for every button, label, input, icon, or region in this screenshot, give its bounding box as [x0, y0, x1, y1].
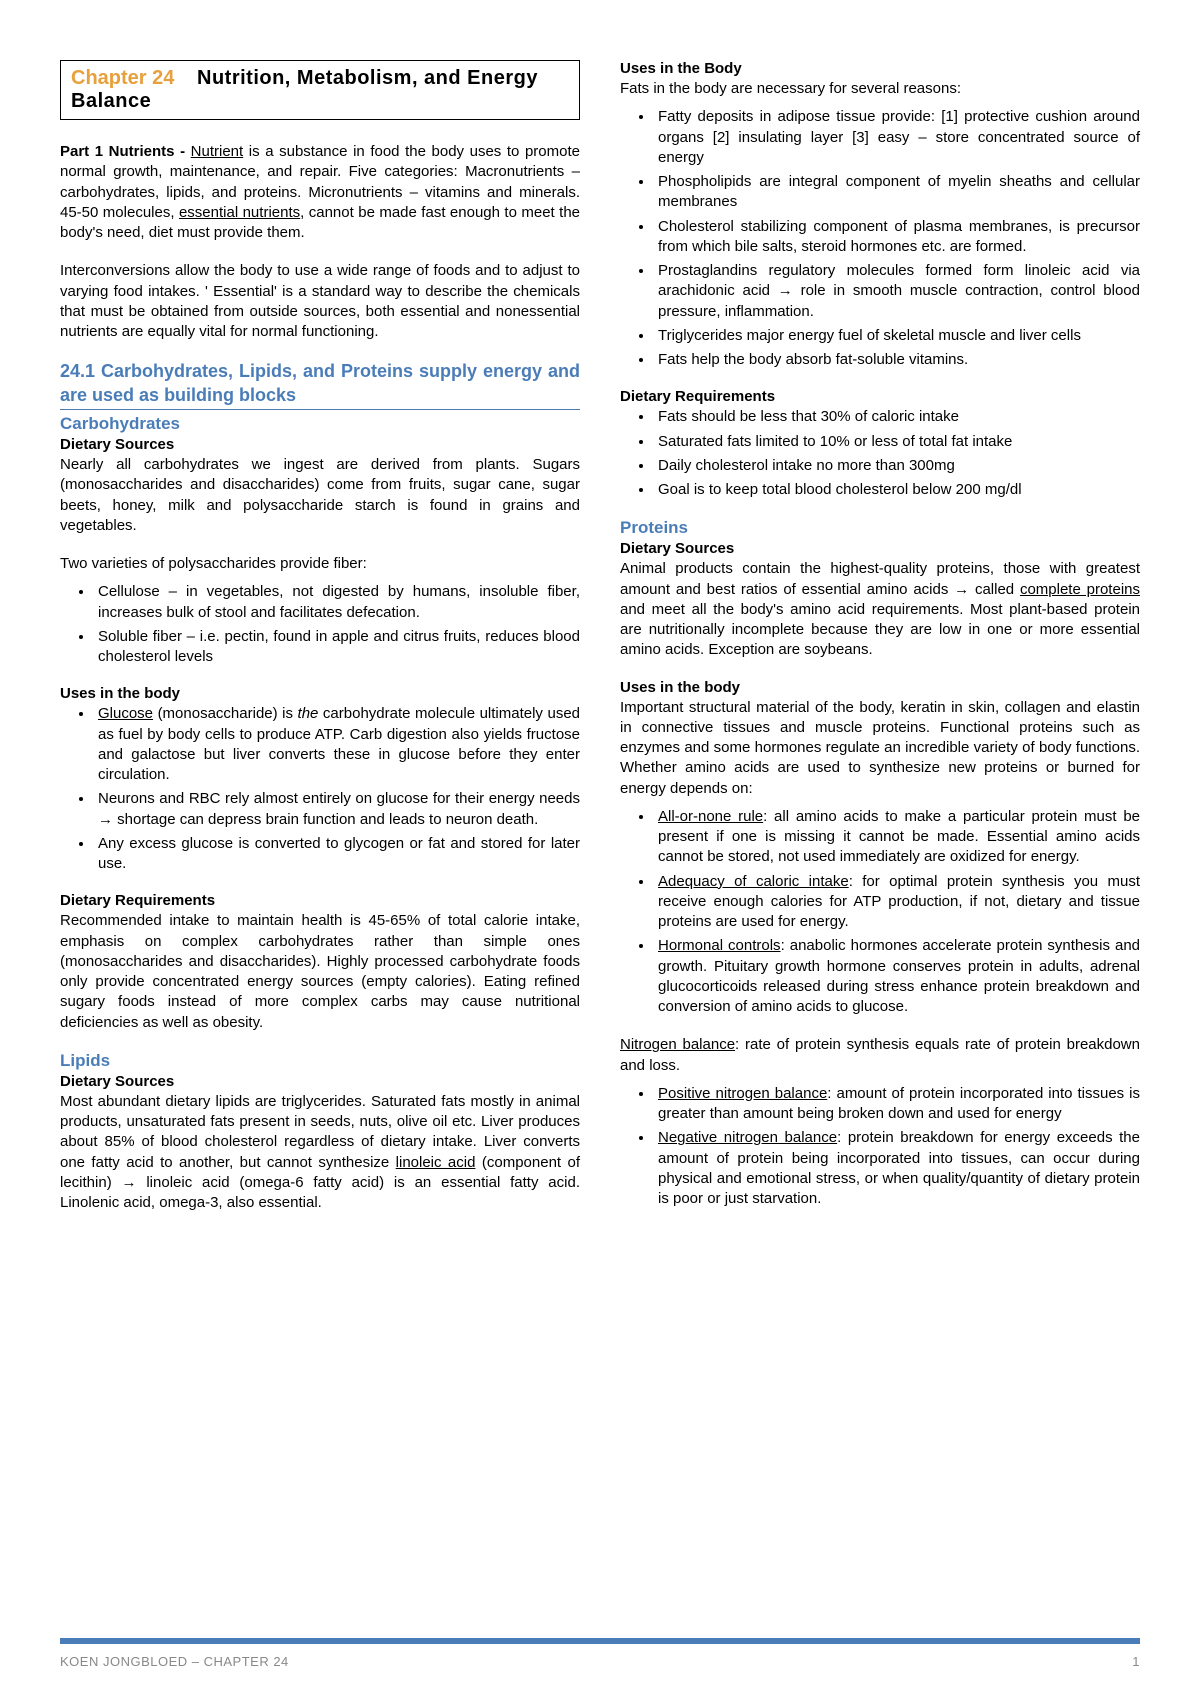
list-item: Cellulose – in vegetables, not digested … — [94, 582, 580, 623]
list-item: Fats should be less that 30% of caloric … — [654, 407, 1140, 427]
page-footer: KOEN JONGBLOED – CHAPTER 24 1 — [60, 1638, 1140, 1669]
footer-page-number: 1 — [1132, 1654, 1140, 1669]
list-item: Neurons and RBC rely almost entirely on … — [94, 789, 580, 830]
carbs-req-p: Recommended intake to maintain health is… — [60, 911, 580, 1033]
list-item: Negative nitrogen balance: protein break… — [654, 1128, 1140, 1209]
chapter-title-box: Chapter 24 Nutrition, Metabolism, and En… — [60, 60, 580, 120]
carbs-fiber-intro: Two varieties of polysaccharides provide… — [60, 554, 580, 574]
list-item: Saturated fats limited to 10% or less of… — [654, 432, 1140, 452]
list-item: Any excess glucose is converted to glyco… — [94, 834, 580, 875]
left-column: Chapter 24 Nutrition, Metabolism, and En… — [60, 60, 580, 1231]
list-item: Triglycerides major energy fuel of skele… — [654, 326, 1140, 346]
proteins-uses-list: All-or-none rule: all amino acids to mak… — [620, 807, 1140, 1018]
list-item: Prostaglandins regulatory molecules form… — [654, 261, 1140, 322]
lipids-uses-h: Uses in the Body — [620, 60, 1140, 77]
nitrogen-balance-p: Nitrogen balance: rate of protein synthe… — [620, 1035, 1140, 1076]
footer-accent-bar — [60, 1638, 1140, 1644]
list-item: Hormonal controls: anabolic hormones acc… — [654, 936, 1140, 1017]
right-column: Uses in the Body Fats in the body are ne… — [620, 60, 1140, 1231]
lipids-heading: Lipids — [60, 1051, 580, 1071]
footer-text-row: KOEN JONGBLOED – CHAPTER 24 1 — [60, 1654, 1140, 1669]
carbs-uses-h: Uses in the body — [60, 685, 580, 702]
lipids-ds-h: Dietary Sources — [60, 1073, 580, 1090]
proteins-ds-h: Dietary Sources — [620, 540, 1140, 557]
document-page: Chapter 24 Nutrition, Metabolism, and En… — [0, 0, 1200, 1331]
list-item: Cholesterol stabilizing component of pla… — [654, 217, 1140, 258]
list-item: Phospholipids are integral component of … — [654, 172, 1140, 213]
proteins-heading: Proteins — [620, 518, 1140, 538]
list-item: Fats help the body absorb fat-soluble vi… — [654, 350, 1140, 370]
list-item: Adequacy of caloric intake: for optimal … — [654, 872, 1140, 933]
part1-p2: Interconversions allow the body to use a… — [60, 261, 580, 342]
carbs-fiber-list: Cellulose – in vegetables, not digested … — [60, 582, 580, 667]
proteins-uses-intro: Important structural material of the bod… — [620, 698, 1140, 799]
lipids-uses-intro: Fats in the body are necessary for sever… — [620, 79, 1140, 99]
list-item: Goal is to keep total blood cholesterol … — [654, 480, 1140, 500]
list-item: Fatty deposits in adipose tissue provide… — [654, 107, 1140, 168]
lipids-ds-p: Most abundant dietary lipids are triglyc… — [60, 1092, 580, 1214]
list-item: Positive nitrogen balance: amount of pro… — [654, 1084, 1140, 1125]
lipids-req-list: Fats should be less that 30% of caloric … — [620, 407, 1140, 500]
lipids-uses-list: Fatty deposits in adipose tissue provide… — [620, 107, 1140, 370]
carbs-ds-p: Nearly all carbohydrates we ingest are d… — [60, 455, 580, 536]
list-item: Soluble fiber – i.e. pectin, found in ap… — [94, 627, 580, 668]
proteins-ds-p: Animal products contain the highest-qual… — [620, 559, 1140, 660]
footer-author: KOEN JONGBLOED – CHAPTER 24 — [60, 1654, 289, 1669]
list-item: Glucose (monosaccharide) is the carbohyd… — [94, 704, 580, 785]
proteins-uses-h: Uses in the body — [620, 679, 1140, 696]
carbs-dietary-sources-h: Dietary Sources — [60, 436, 580, 453]
section-24-1-heading: 24.1 Carbohydrates, Lipids, and Proteins… — [60, 360, 580, 410]
carbs-heading: Carbohydrates — [60, 414, 580, 434]
carbs-uses-list: Glucose (monosaccharide) is the carbohyd… — [60, 704, 580, 874]
carbs-req-h: Dietary Requirements — [60, 892, 580, 909]
lipids-req-h: Dietary Requirements — [620, 388, 1140, 405]
part1-intro: Part 1 Nutrients - Nutrient is a substan… — [60, 142, 580, 243]
two-column-layout: Chapter 24 Nutrition, Metabolism, and En… — [60, 60, 1140, 1231]
list-item: Daily cholesterol intake no more than 30… — [654, 456, 1140, 476]
list-item: All-or-none rule: all amino acids to mak… — [654, 807, 1140, 868]
chapter-number: Chapter 24 — [71, 67, 174, 89]
nitrogen-balance-list: Positive nitrogen balance: amount of pro… — [620, 1084, 1140, 1210]
